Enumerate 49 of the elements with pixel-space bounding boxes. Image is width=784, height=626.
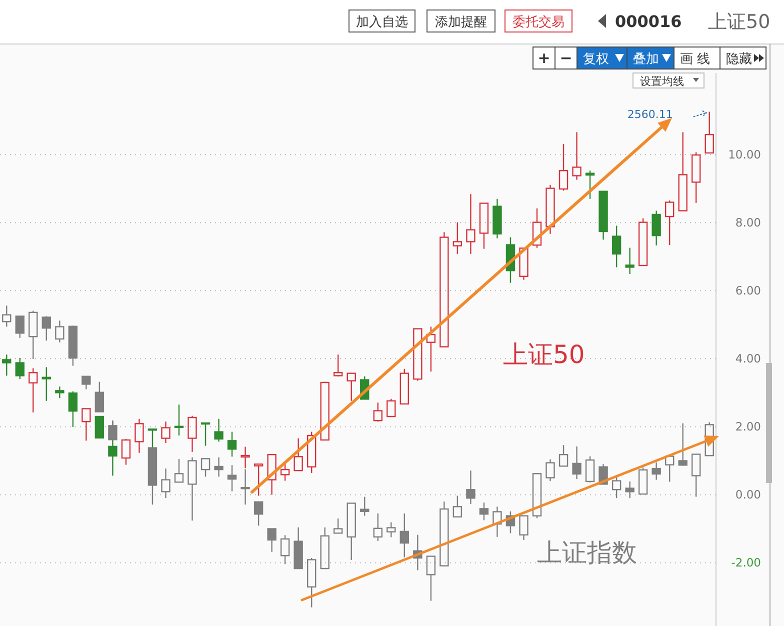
text: 叠加 (633, 52, 659, 67)
candlestick (652, 462, 661, 480)
candlestick (625, 247, 634, 275)
y-tick-label: 10.00 (728, 148, 761, 162)
candlestick (227, 464, 237, 492)
candlestick (492, 506, 502, 538)
annotation: 2560.11 (627, 108, 673, 121)
text: − (560, 49, 572, 67)
candlestick (161, 468, 170, 499)
candlestick (625, 480, 634, 499)
series-label: 上证指数 (537, 538, 637, 567)
text: 加入自选 (356, 15, 408, 30)
text: 隐藏 (726, 52, 752, 67)
candlestick (55, 320, 64, 343)
y-tick-label: 6.00 (735, 284, 761, 298)
chart-title: 上证50 (708, 11, 770, 33)
y-tick-label: 8.00 (735, 216, 761, 230)
y-tick-label: 2.00 (735, 420, 761, 434)
candlestick (214, 456, 224, 478)
text: + (538, 49, 550, 67)
text: 委托交易 (512, 14, 564, 30)
candlestick (546, 184, 555, 234)
text: 复权 (583, 52, 609, 67)
candlestick (55, 386, 64, 399)
candlestick (240, 468, 250, 506)
candlestick (572, 446, 582, 480)
candlestick (466, 193, 476, 255)
candlestick (546, 458, 555, 482)
candlestick (108, 420, 118, 476)
candlestick (492, 198, 502, 239)
candlestick (400, 512, 410, 558)
chart-subtitle: 000016 (615, 12, 682, 31)
text: 上证50 (503, 340, 585, 369)
candlestick (612, 225, 622, 268)
text: 添加提醒 (435, 15, 487, 30)
candlestick (652, 210, 661, 246)
candlestick (134, 418, 144, 454)
candlestick (214, 418, 224, 442)
y-tick-label: 4.00 (735, 352, 761, 366)
candlestick (466, 470, 476, 505)
candlestick (240, 446, 250, 469)
candlestick (572, 132, 582, 180)
y-tick-label: -2.00 (731, 556, 761, 570)
candlestick (161, 421, 170, 444)
candlestick (42, 366, 52, 402)
candlestick (188, 456, 197, 522)
text: 画 线 (680, 52, 710, 67)
annotation: 设置均线 (640, 75, 684, 88)
y-tick-label: 0.00 (735, 488, 761, 502)
